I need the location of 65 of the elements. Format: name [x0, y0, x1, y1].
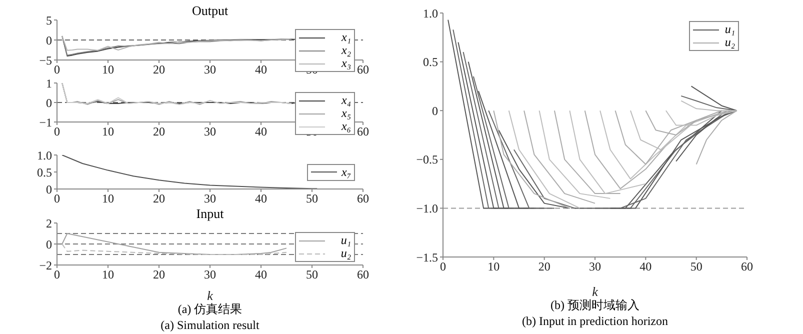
legend-label: x₇ — [342, 164, 351, 180]
x-tick-label: 30 — [204, 268, 216, 282]
x-tick-label: 10 — [488, 260, 500, 274]
x-tick-label: 40 — [255, 268, 267, 282]
legend-label: u₂ — [340, 246, 351, 261]
legend-label: u₁ — [340, 233, 351, 248]
legend-label: x₅ — [342, 106, 351, 121]
y-tick-label: 2 — [46, 216, 52, 230]
x-tick-label: 40 — [255, 192, 267, 206]
y-tick-label: 0 — [46, 96, 52, 110]
x-tick-label: 40 — [255, 124, 267, 139]
x-tick-label: 60 — [741, 260, 753, 274]
x-tick-label: 20 — [153, 62, 165, 77]
legend-label: x₃ — [342, 56, 351, 71]
y-tick-label: 5 — [46, 13, 52, 28]
x-tick-label: 40 — [640, 260, 652, 274]
x-tick-label: 60 — [357, 124, 369, 139]
text: (a) Simulation result — [160, 318, 260, 333]
y-tick-label: 1.0 — [423, 6, 438, 20]
x-tick-label: 30 — [589, 260, 601, 274]
y-tick-label: −1.0 — [416, 201, 438, 216]
x-tick-label: 10 — [102, 62, 114, 77]
x-tick-label: 60 — [357, 192, 369, 206]
x-tick-label: 30 — [204, 192, 216, 206]
x-tick-label: 50 — [306, 268, 318, 282]
legend-label: u₁ — [724, 22, 735, 37]
y-tick-label: 0.5 — [423, 55, 438, 70]
x-tick-label: 60 — [357, 268, 369, 282]
legend-label: u₂ — [724, 35, 735, 50]
y-tick-label: 0 — [46, 33, 52, 48]
y-tick-label: −1 — [39, 115, 52, 130]
y-tick-label: −0.5 — [416, 152, 438, 167]
x-tick-label: 20 — [153, 124, 165, 139]
text: (b) Input in prediction horizon — [521, 314, 669, 329]
x-axis-title: k — [207, 288, 214, 303]
y-tick-label: 0 — [432, 104, 438, 118]
y-tick-label: −5 — [39, 53, 52, 68]
x-tick-label: 10 — [102, 268, 114, 282]
chart-title: Input — [195, 206, 225, 222]
chart-title: Output — [190, 3, 230, 19]
y-tick-label: 1.0 — [37, 148, 52, 162]
x-tick-label: 40 — [255, 62, 267, 77]
x-tick-label: 50 — [306, 192, 318, 206]
y-tick-label: −2 — [39, 258, 52, 272]
x-tick-label: 30 — [204, 62, 216, 77]
y-tick-label: 0 — [46, 237, 52, 252]
y-tick-label: −1.5 — [416, 250, 438, 264]
x-tick-label: 10 — [102, 124, 114, 139]
legend-label: x₂ — [342, 43, 351, 58]
x-axis-title: k — [592, 284, 598, 299]
x-tick-label: 50 — [690, 260, 702, 274]
legend-label: x₆ — [342, 119, 351, 134]
x-tick-label: 20 — [153, 268, 165, 282]
x-tick-label: 60 — [357, 62, 369, 77]
x-tick-label: 20 — [153, 192, 165, 206]
legend-label: x₄ — [342, 93, 351, 108]
x-tick-label: 20 — [538, 260, 550, 274]
x-tick-label: 30 — [204, 124, 216, 139]
legend-label: x₁ — [342, 30, 351, 45]
text: (a) 仿真结果 — [176, 301, 244, 318]
x-tick-label: 10 — [102, 192, 114, 206]
y-tick-label: 0.5 — [37, 165, 52, 180]
y-tick-label: 1 — [46, 76, 52, 90]
y-tick-label: 0 — [46, 182, 52, 196]
text: (b) 预测时域输入 — [550, 297, 640, 314]
